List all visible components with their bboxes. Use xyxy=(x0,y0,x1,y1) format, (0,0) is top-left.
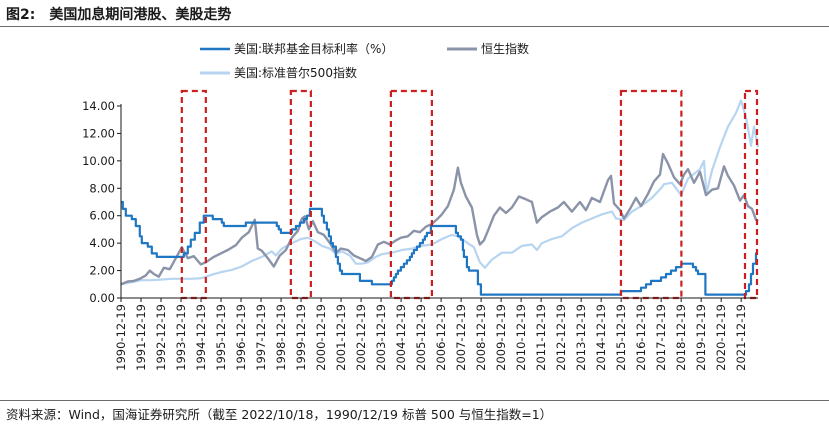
x-tick-label: 2011-12-19 xyxy=(534,304,548,371)
y-tick-label: 10.00 xyxy=(82,154,115,168)
x-tick-label: 2001-12-19 xyxy=(334,304,348,371)
x-tick-label: 1991-12-19 xyxy=(134,304,148,371)
y-tick-label: 12.00 xyxy=(82,126,115,140)
highlight-box-4 xyxy=(619,89,683,300)
y-tick-label: 8.00 xyxy=(89,181,115,195)
x-tick-label: 2010-12-19 xyxy=(514,304,528,371)
x-tick-label: 1997-12-19 xyxy=(254,304,268,371)
series-hsi xyxy=(120,152,759,286)
figure-number: 图2: xyxy=(6,7,36,23)
y-tick-label: 6.00 xyxy=(89,209,115,223)
x-tick-label: 1999-12-19 xyxy=(294,304,308,371)
source-note: 资料来源：Wind，国海证券研究所（截至 2022/10/18，1990/12/… xyxy=(6,407,553,422)
x-tick-label: 1992-12-19 xyxy=(154,304,168,371)
x-tick-label: 2007-12-19 xyxy=(454,304,468,371)
x-tick-label: 2009-12-19 xyxy=(494,304,508,371)
x-tick-label: 2012-12-19 xyxy=(554,304,568,371)
y-tick-label: 0.00 xyxy=(89,291,115,305)
legend-label-hsi: 恒生指数 xyxy=(481,41,529,56)
x-tick-label: 2005-12-19 xyxy=(414,304,428,371)
highlight-box-2 xyxy=(289,89,312,300)
x-tick-label: 2018-12-19 xyxy=(674,304,688,371)
x-tick-label: 2013-12-19 xyxy=(574,304,588,371)
x-tick-label: 2003-12-19 xyxy=(374,304,388,371)
x-tick-label: 1990-12-19 xyxy=(114,304,128,371)
top-rule xyxy=(0,26,829,27)
axes xyxy=(120,104,758,299)
y-tick-label: 14.00 xyxy=(82,99,115,113)
figure-title: 美国加息期间港股、美股走势 xyxy=(49,7,232,23)
x-tick-label: 2008-12-19 xyxy=(474,304,488,371)
legend-label-fed-rate: 美国:联邦基金目标利率（%） xyxy=(234,41,393,56)
x-tick-label: 2000-12-19 xyxy=(314,304,328,371)
legend-label-spx: 美国:标准普尔500指数 xyxy=(234,65,357,80)
highlight-box-3 xyxy=(389,89,433,300)
y-tick-label: 2.00 xyxy=(89,264,115,278)
bottom-rule xyxy=(0,400,829,401)
x-tick-label: 2015-12-19 xyxy=(614,304,628,371)
chart-title: 图2: 美国加息期间港股、美股走势 xyxy=(6,4,231,24)
series-fed-rate xyxy=(121,200,758,296)
x-tick-label: 2021-12-19 xyxy=(734,304,748,371)
x-tick-label: 1994-12-19 xyxy=(194,304,208,371)
hsi-line xyxy=(120,152,759,286)
legend: 美国:联邦基金目标利率（%） 恒生指数 美国:标准普尔500指数 xyxy=(200,41,529,80)
x-tick-label: 2006-12-19 xyxy=(434,304,448,371)
x-tick-label: 1998-12-19 xyxy=(274,304,288,371)
x-tick-label: 2019-12-19 xyxy=(694,304,708,371)
x-tick-label: 2002-12-19 xyxy=(354,304,368,371)
y-tick-label: 4.00 xyxy=(89,236,115,250)
fed-rate-line xyxy=(121,200,758,296)
x-axis-ticks: 1990-12-19 1991-12-19 1992-12-19 1993-12-19… xyxy=(114,298,748,371)
y-axis-ticks: 0.00 2.00 4.00 6.00 8.00 10.00 12.00 14.00 xyxy=(82,99,121,305)
x-tick-label: 2017-12-19 xyxy=(654,304,668,371)
x-tick-label: 2020-12-19 xyxy=(714,304,728,371)
x-tick-label: 1993-12-19 xyxy=(174,304,188,371)
x-tick-label: 2014-12-19 xyxy=(594,304,608,371)
x-tick-label: 1996-12-19 xyxy=(234,304,248,371)
x-tick-label: 2016-12-19 xyxy=(634,304,648,371)
x-tick-label: 1995-12-19 xyxy=(214,304,228,371)
highlight-box-1 xyxy=(180,89,207,300)
x-tick-label: 2004-12-19 xyxy=(394,304,408,371)
